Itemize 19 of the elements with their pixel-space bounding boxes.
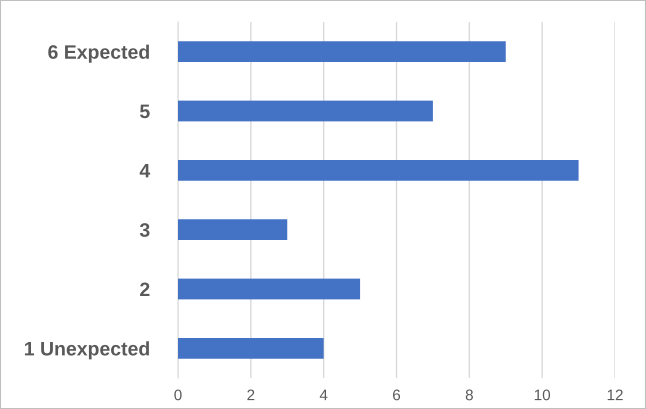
y-tick-label: 2 [140,282,150,296]
x-tick-label: 10 [534,390,550,400]
x-tick-label: 6 [393,390,400,400]
y-tick-label: 3 [140,223,150,237]
y-tick-label: 1 Unexpected [25,341,149,360]
bar [178,219,288,240]
bar [178,278,360,300]
y-tick-label: 6 Expected [48,44,149,63]
y-tick-label: 4 [140,164,150,178]
bar [178,338,324,359]
x-tick-label: 12 [608,390,623,400]
bar [178,160,579,181]
bar [178,41,506,62]
x-tick-label: 4 [320,390,328,400]
x-tick-label: 2 [247,390,254,400]
x-tick-label: 8 [466,390,473,400]
bar [178,100,433,122]
x-tick-label: 0 [174,390,182,400]
y-tick-label: 5 [140,104,150,118]
